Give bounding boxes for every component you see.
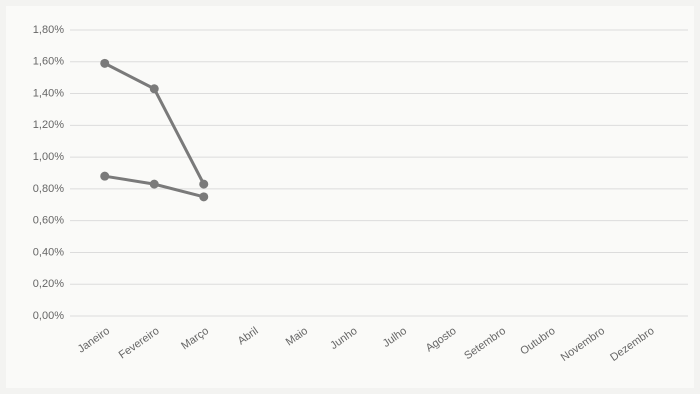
y-tick-label: 1,80% <box>33 24 64 36</box>
y-tick-label: 0,60% <box>33 215 64 227</box>
data-point <box>100 171 110 181</box>
data-point <box>100 58 110 68</box>
data-point <box>199 192 209 202</box>
chart-area <box>6 6 694 388</box>
y-tick-label: 1,60% <box>33 56 64 68</box>
y-tick-label: 0,00% <box>33 310 64 322</box>
y-tick-label: 0,40% <box>33 246 64 258</box>
data-point <box>199 179 209 189</box>
y-tick-label: 0,20% <box>33 278 64 290</box>
y-tick-label: 1,40% <box>33 87 64 99</box>
data-point <box>149 84 159 94</box>
y-tick-label: 1,00% <box>33 151 64 163</box>
y-tick-label: 0,80% <box>33 183 64 195</box>
y-tick-label: 1,20% <box>33 119 64 131</box>
data-point <box>149 179 159 189</box>
